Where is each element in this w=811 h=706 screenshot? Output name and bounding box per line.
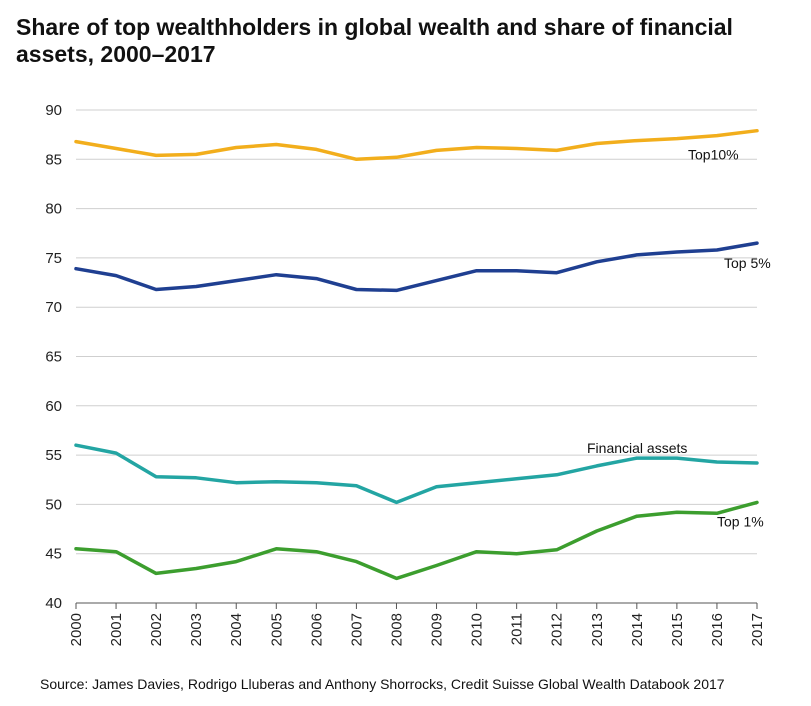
source-note: Source: James Davies, Rodrigo Lluberas a…: [40, 676, 725, 692]
y-axis: 40 45 50 55 60 65 70 75 80 85 90: [45, 102, 62, 612]
y-tick-label: 50: [45, 496, 62, 513]
y-tick-label: 85: [45, 151, 62, 168]
x-tick-label: 2001: [108, 613, 125, 646]
y-tick-label: 70: [45, 299, 62, 316]
chart-title: Share of top wealthholders in global wea…: [16, 14, 733, 67]
x-tick-label: 2005: [268, 613, 285, 646]
y-tick-label: 65: [45, 349, 62, 366]
x-tick-label: 2017: [749, 613, 766, 646]
series-line-1: [74, 241, 759, 293]
y-tick-label: 75: [45, 250, 62, 267]
series-line-0: [74, 128, 759, 162]
x-tick-label: 2014: [629, 613, 646, 646]
series-label: Top 1%: [717, 513, 764, 529]
x-tick-label: 2013: [589, 613, 606, 646]
x-tick-label: 2012: [549, 613, 566, 646]
x-tick-label: 2010: [469, 613, 486, 646]
x-tick-label: 2006: [308, 613, 325, 646]
x-axis: 2000 2001 2002 2003 2004 2005 2006 2007 2008 2009…: [68, 603, 766, 646]
x-tick-label: 2009: [429, 613, 446, 646]
y-tick-label: 90: [45, 102, 62, 119]
x-tick-label: 2004: [228, 613, 245, 646]
series-line-2: [74, 443, 759, 505]
y-tick-label: 55: [45, 447, 62, 464]
x-tick-label: 2011: [509, 613, 526, 645]
x-tick-label: 2008: [388, 613, 405, 646]
y-tick-label: 45: [45, 546, 62, 563]
x-tick-label: 2003: [188, 613, 205, 646]
x-tick-label: 2015: [669, 613, 686, 646]
x-tick-label: 2002: [148, 613, 165, 646]
y-tick-label: 80: [45, 201, 62, 218]
x-tick-label: 2007: [348, 613, 365, 646]
series-label: Financial assets: [587, 440, 687, 456]
series-label: Top 5%: [724, 255, 771, 271]
y-tick-label: 60: [45, 398, 62, 415]
series-labels: Top10% Top 5% Financial assets Top 1%: [587, 147, 771, 530]
series-label: Top10%: [688, 147, 739, 163]
series-lines: [74, 128, 759, 581]
x-tick-label: 2000: [68, 613, 85, 646]
series-line-3: [74, 500, 759, 581]
x-tick-label: 2016: [709, 613, 726, 646]
grid-lines: [76, 109, 757, 604]
y-tick-label: 40: [45, 595, 62, 612]
